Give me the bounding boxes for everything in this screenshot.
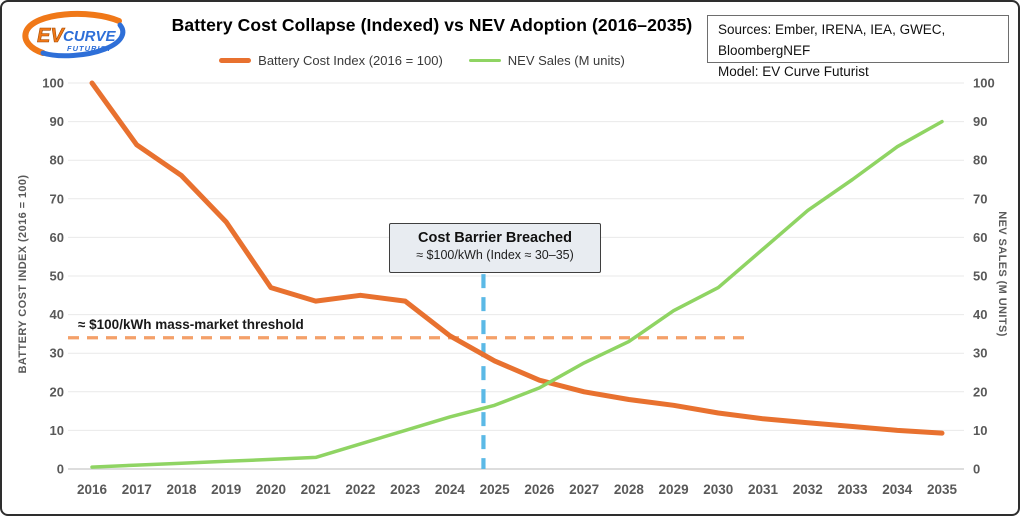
legend-swatch-orange: [219, 58, 252, 63]
left-axis-tick-30: 30: [50, 346, 64, 361]
logo-text-futurist: FUTURIST: [67, 44, 112, 53]
x-axis-tick-2027: 2027: [569, 482, 599, 497]
x-axis-tick-2018: 2018: [166, 482, 197, 497]
callout-subtitle: ≈ $100/kWh (Index ≈ 30–35): [416, 248, 574, 262]
x-axis-tick-2033: 2033: [838, 482, 869, 497]
right-axis-tick-10: 10: [973, 423, 987, 438]
x-axis-tick-2019: 2019: [211, 482, 241, 497]
sources-box: Sources: Ember, IRENA, IEA, GWEC, Bloomb…: [707, 15, 1009, 79]
x-axis-tick-2022: 2022: [345, 482, 375, 497]
x-axis-tick-2031: 2031: [748, 482, 779, 497]
right-axis-tick-100: 100: [973, 76, 995, 91]
x-axis-tick-2030: 2030: [703, 482, 733, 497]
legend-swatch-green: [468, 58, 501, 63]
x-axis-tick-2016: 2016: [77, 482, 108, 497]
left-axis-tick-40: 40: [50, 307, 64, 322]
left-axis-title: BATTERY COST INDEX (2016 = 100): [17, 174, 29, 374]
left-axis-tick-60: 60: [50, 230, 64, 245]
x-axis-tick-2025: 2025: [480, 482, 511, 497]
left-axis-tick-50: 50: [50, 269, 64, 284]
legend: Battery Cost Index (2016 = 100) NEV Sale…: [2, 53, 842, 68]
series-line-battery-cost-index: [89, 80, 945, 436]
left-axis-tick-100: 100: [42, 76, 64, 91]
x-axis-tick-2023: 2023: [390, 482, 421, 497]
right-axis-title: NEV SALES (M UNITS): [996, 211, 1008, 337]
left-axis-tick-80: 80: [50, 153, 64, 168]
right-axis-tick-20: 20: [973, 384, 987, 399]
x-axis-tick-2024: 2024: [435, 482, 466, 497]
model-line: Model: EV Curve Futurist: [718, 64, 869, 79]
logo-swoosh-blue: [40, 22, 126, 59]
left-axis-tick-90: 90: [50, 114, 64, 129]
x-axis-tick-2032: 2032: [793, 482, 823, 497]
left-axis-tick-10: 10: [50, 423, 64, 438]
legend-label-battery-cost: Battery Cost Index (2016 = 100): [258, 53, 443, 68]
legend-label-nev-sales: NEV Sales (M units): [507, 53, 625, 68]
left-axis-tick-0: 0: [57, 462, 64, 477]
x-axis-tick-2034: 2034: [882, 482, 913, 497]
cost-barrier-callout: Cost Barrier Breached ≈ $100/kWh (Index …: [389, 223, 601, 273]
logo-text-ev: EV: [37, 25, 65, 47]
left-axis-tick-20: 20: [50, 384, 64, 399]
series-line-nev-sales: [90, 119, 944, 469]
right-axis-tick-40: 40: [973, 307, 987, 322]
x-axis-tick-2026: 2026: [524, 482, 555, 497]
right-axis-tick-80: 80: [973, 153, 987, 168]
logo-text-curve: CURVE: [63, 28, 117, 45]
x-axis-tick-2021: 2021: [301, 482, 332, 497]
legend-item-battery-cost: Battery Cost Index (2016 = 100): [219, 53, 443, 68]
sources-line: Sources: Ember, IRENA, IEA, GWEC, Bloomb…: [718, 22, 946, 58]
x-axis-tick-2017: 2017: [122, 482, 152, 497]
x-axis-tick-2035: 2035: [927, 482, 958, 497]
right-axis-tick-30: 30: [973, 346, 987, 361]
right-axis-tick-90: 90: [973, 114, 987, 129]
right-axis-tick-50: 50: [973, 269, 987, 284]
legend-item-nev-sales: NEV Sales (M units): [468, 53, 625, 68]
left-axis-tick-70: 70: [50, 191, 64, 206]
x-axis-tick-2029: 2029: [659, 482, 689, 497]
right-axis-tick-70: 70: [973, 191, 987, 206]
chart-title: Battery Cost Collapse (Indexed) vs NEV A…: [171, 15, 693, 35]
ev-curve-futurist-logo: EV CURVE FUTURIST: [22, 10, 126, 59]
x-axis-tick-2020: 2020: [256, 482, 286, 497]
right-axis-tick-60: 60: [973, 230, 987, 245]
x-axis-tick-2028: 2028: [614, 482, 645, 497]
callout-title: Cost Barrier Breached: [418, 230, 572, 246]
threshold-annotation-label: ≈ $100/kWh mass-market threshold: [78, 317, 304, 332]
logo-swoosh-orange: [22, 10, 122, 56]
right-axis-tick-0: 0: [973, 462, 980, 477]
